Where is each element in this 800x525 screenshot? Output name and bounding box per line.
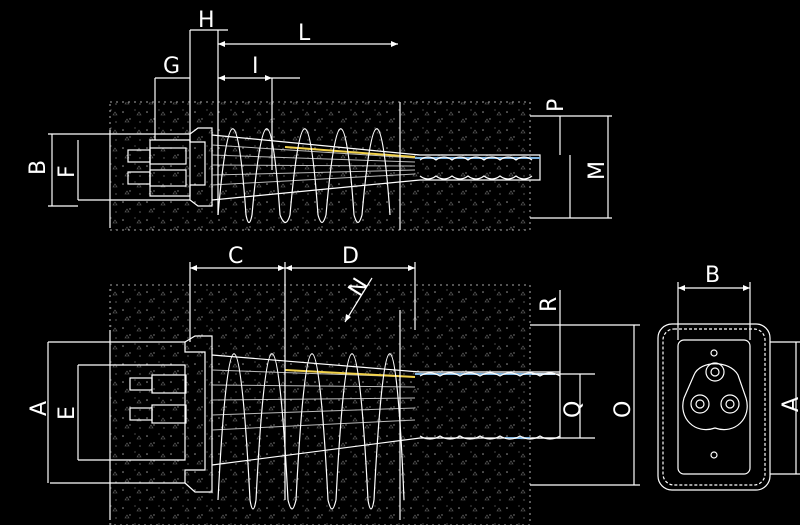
dim-label-B: B	[26, 160, 51, 175]
dim-label-A: A	[27, 401, 52, 416]
anchor-end-view: B A	[657, 263, 800, 491]
dim-label-P: P	[544, 99, 569, 112]
dim-label-D: D	[342, 244, 359, 269]
top-anchor-view: H L G I P M B F	[26, 8, 612, 231]
dim-label-E: E	[55, 406, 80, 420]
dim-label-C: C	[228, 244, 243, 269]
dim-label-F: F	[55, 165, 80, 178]
dim-label-I: I	[252, 54, 259, 79]
dim-label-Q: Q	[561, 401, 586, 418]
dim-label-R: R	[537, 297, 562, 312]
dim-label-L: L	[298, 21, 311, 46]
dim-label-H: H	[198, 8, 215, 33]
dim-label-O: O	[611, 401, 636, 418]
top-spiral-reinforcement	[217, 128, 391, 224]
dim-label-M: M	[585, 161, 610, 180]
end-dim-label-B: B	[705, 263, 720, 288]
dim-label-G: G	[163, 54, 180, 79]
end-dim-label-A: A	[779, 397, 800, 412]
bottom-anchor-view: C D N R Q O A E	[27, 244, 640, 525]
